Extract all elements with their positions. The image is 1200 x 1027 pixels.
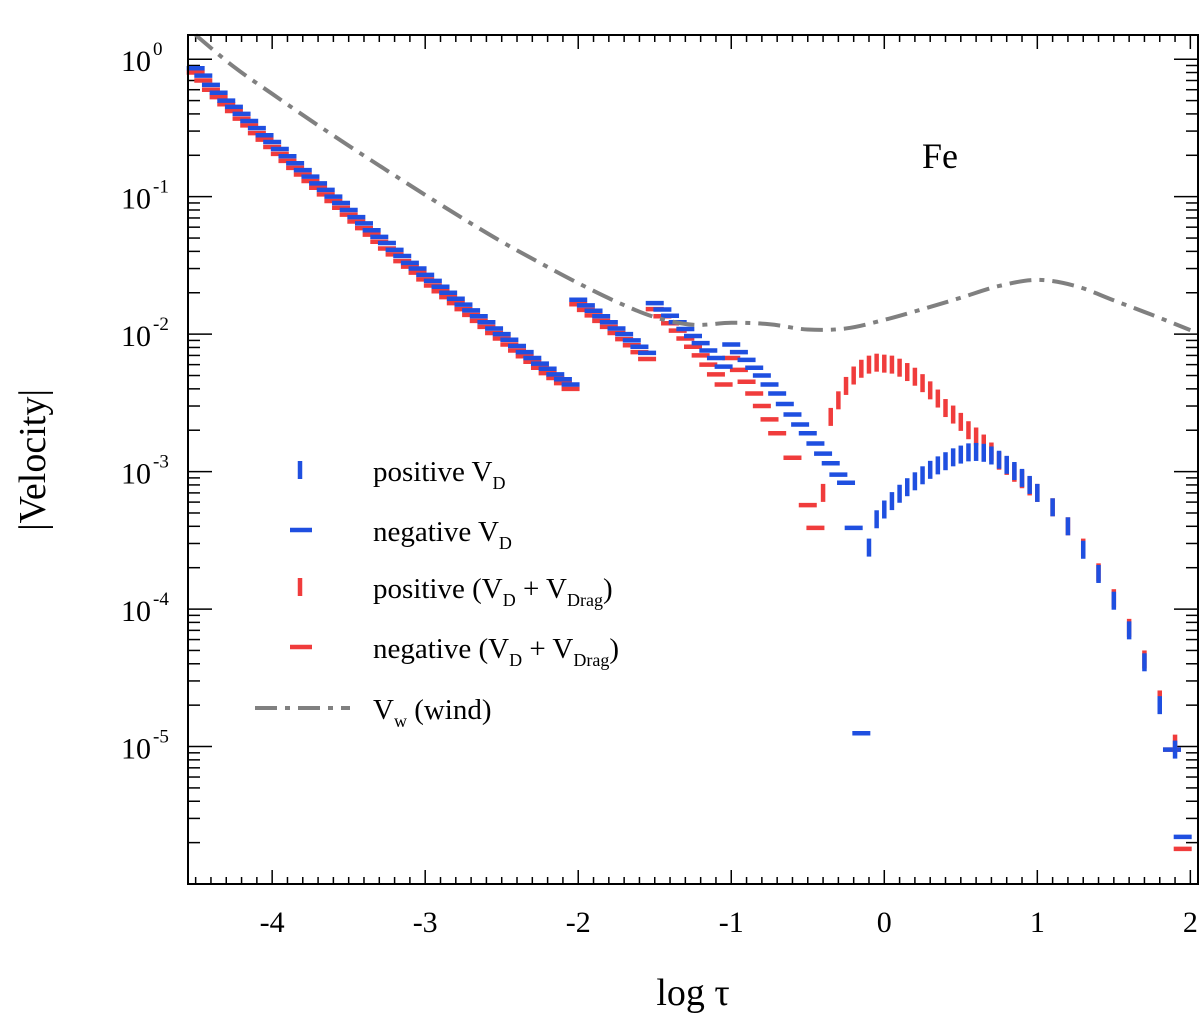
wind-velocity-line — [194, 33, 1192, 332]
x-tick-label: -2 — [566, 906, 591, 939]
plot-frame — [187, 34, 1199, 885]
x-tick-labels: -4 -3 -2 -1 0 1 2 — [260, 906, 1198, 939]
y-tick-exponent: -4 — [153, 589, 169, 610]
y-tick-label: 10 — [121, 183, 151, 216]
y-tick-label: 10 — [121, 45, 151, 78]
x-tick-label: 0 — [877, 906, 892, 939]
x-tick-label: 1 — [1030, 906, 1045, 939]
y-tick-exponent: -3 — [153, 452, 169, 473]
legend-label-wind: Vw (wind) — [373, 694, 492, 731]
y-tick-exponent: -5 — [153, 727, 169, 748]
legend: positive VD negative VD positive (VD + VD… — [255, 456, 619, 731]
plot-area — [186, 33, 1192, 852]
y-tick-label: 10 — [121, 733, 151, 766]
y-axis-title: |Velocity| — [12, 389, 54, 531]
x-tick-label: -3 — [413, 906, 438, 939]
y-tick-exponent: -2 — [153, 314, 169, 335]
axis-ticks — [188, 35, 1198, 885]
legend-label-vdd_pos: positive (VD + VDrag) — [373, 573, 613, 610]
element-annotation: Fe — [922, 136, 958, 176]
legend-label-vd_pos: positive VD — [373, 456, 506, 493]
y-tick-exponent: -1 — [153, 177, 169, 198]
legend-label-vd_neg: negative VD — [373, 516, 512, 553]
y-tick-label: 10 — [121, 595, 151, 628]
legend-label-vdd_neg: negative (VD + VDrag) — [373, 633, 619, 670]
x-axis-title: log τ — [656, 972, 729, 1014]
y-tick-label: 10 — [121, 320, 151, 353]
x-tick-label: -4 — [260, 906, 285, 939]
y-tick-exponent: 0 — [153, 39, 163, 60]
x-tick-label: -1 — [719, 906, 744, 939]
x-tick-label: 2 — [1183, 906, 1198, 939]
y-tick-label: 10 — [121, 458, 151, 491]
